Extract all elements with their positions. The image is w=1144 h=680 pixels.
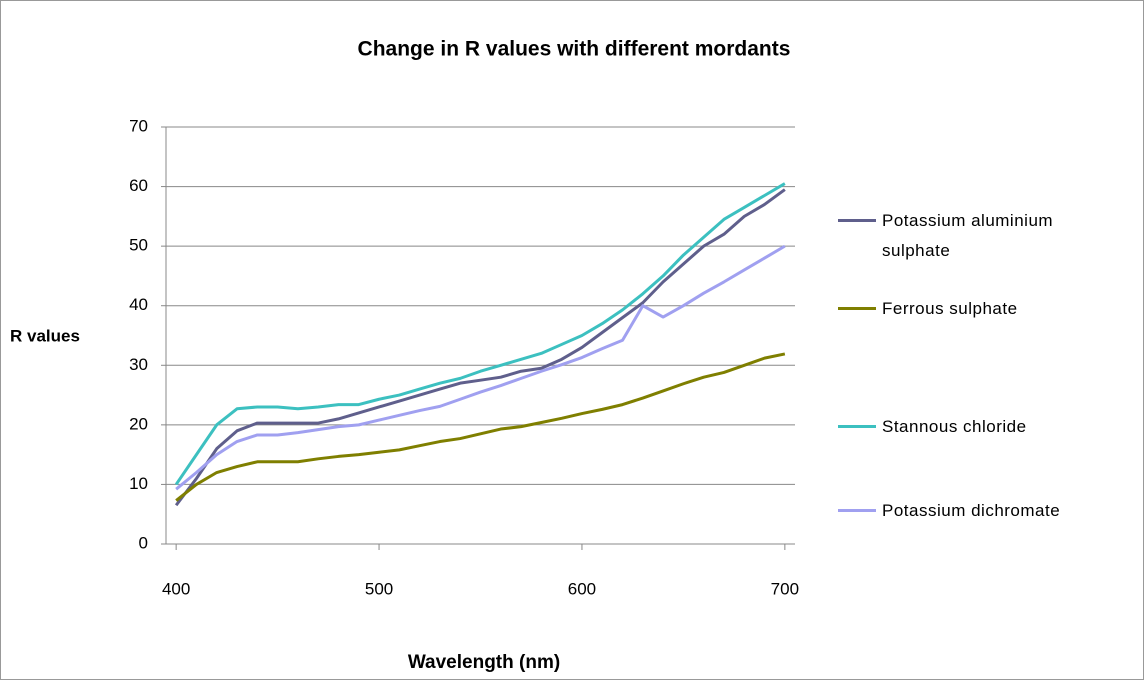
legend-entry: Potassium dichromate [838,496,1118,526]
x-axis-label: Wavelength (nm) [408,652,560,673]
legend-swatch [838,219,876,222]
legend-label: Potassium aluminium sulphate [882,211,1054,260]
legend-label: Ferrous sulphate [882,299,1018,318]
x-tick-label: 600 [568,579,596,598]
y-tick-label: 10 [129,474,148,493]
legend-label: Stannous chloride [882,417,1027,436]
y-tick-label: 20 [129,414,148,433]
legend-entry: Potassium aluminium sulphate [838,206,1118,266]
y-axis-label: R values [10,326,80,345]
x-tick-label: 500 [365,579,393,598]
x-tick-label: 700 [771,579,799,598]
series-line [175,352,786,502]
y-tick-label: 70 [129,116,148,135]
legend-swatch [838,307,876,310]
legend-label: Potassium dichromate [882,501,1061,520]
y-tick-label: 40 [129,295,148,314]
y-tick-label: 30 [129,355,148,374]
x-tick-label: 400 [162,579,190,598]
y-tick-label: 0 [139,533,148,552]
legend-entry: Stannous chloride [838,412,1118,442]
chart-title: Change in R values with different mordan… [358,38,791,61]
series-line [174,182,786,486]
series-line [174,188,786,507]
y-tick-label: 50 [129,236,148,255]
legend-entry: Ferrous sulphate [838,294,1118,324]
y-tick-label: 60 [129,176,148,195]
legend-swatch [838,425,876,428]
series-line [175,244,786,491]
legend-swatch [838,509,876,512]
